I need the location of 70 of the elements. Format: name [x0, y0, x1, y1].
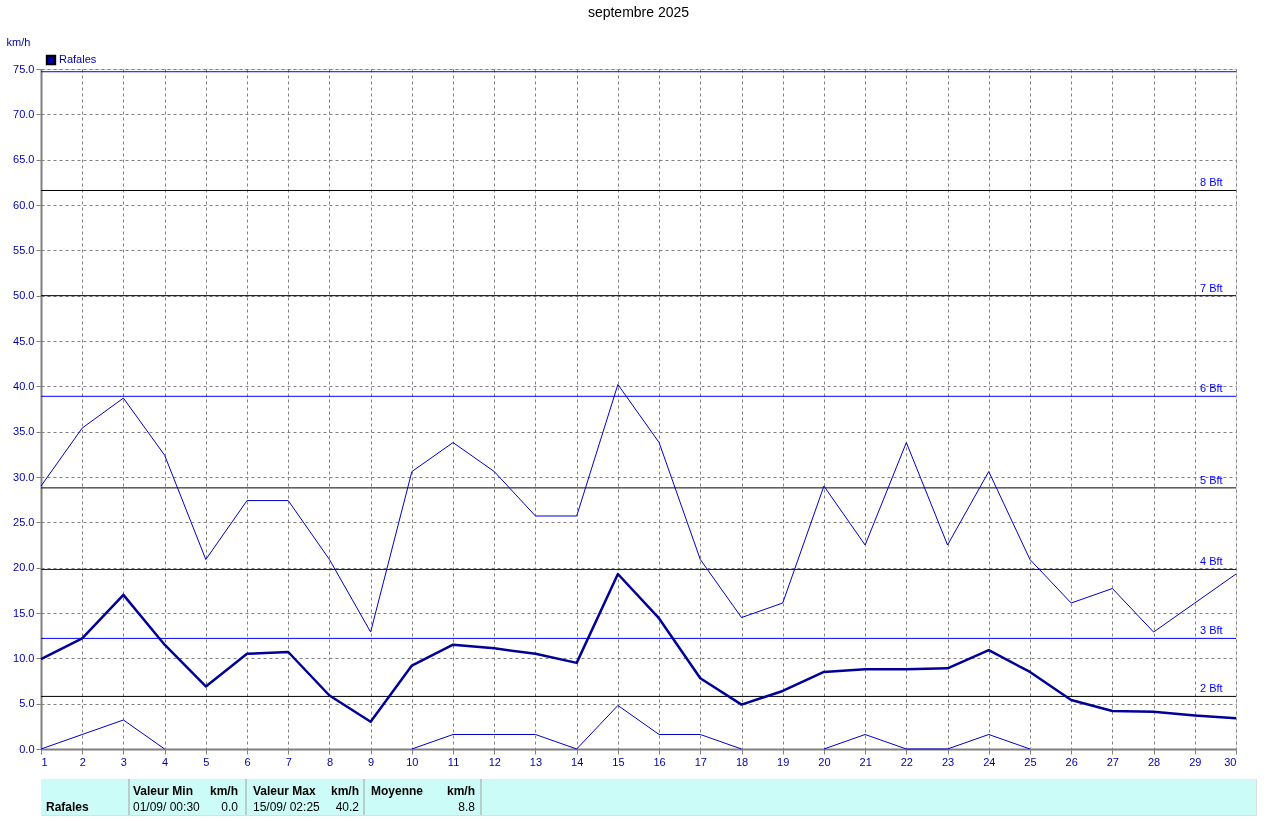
ref-line-label: 6 Bft	[1200, 382, 1223, 395]
y-tick-label: 0.0	[19, 742, 35, 755]
y-tick-label: 60.0	[13, 198, 35, 211]
ref-line-label: 7 Bft	[1200, 281, 1223, 294]
x-tick-label: 24	[983, 755, 996, 768]
y-tick-label: 25.0	[13, 515, 35, 528]
x-tick-label: 21	[859, 755, 872, 768]
y-tick-label: 10.0	[13, 651, 35, 664]
text: km/h	[446, 784, 475, 798]
ref-line-label: 3 Bft	[1200, 624, 1223, 637]
y-tick-label: 50.0	[13, 289, 35, 302]
text: 0.0	[221, 800, 239, 814]
y-tick-label: 65.0	[13, 153, 35, 166]
x-tick-label: 18	[735, 755, 749, 768]
text: km/h	[209, 784, 238, 798]
line-series	[40, 384, 1237, 633]
x-tick-label: 9	[368, 755, 375, 768]
x-tick-label: 26	[1065, 755, 1078, 768]
line-series	[39, 572, 1238, 724]
y-tick-label: 5.0	[19, 697, 35, 710]
ref-line-label: 2 Bft	[1200, 682, 1223, 695]
legend-label: Rafales	[59, 53, 97, 65]
x-tick-label: 5	[203, 755, 210, 768]
x-tick-label: 10	[406, 755, 419, 768]
text: Rafales	[46, 800, 90, 814]
x-tick-label: 20	[818, 755, 831, 768]
y-axis-title: km/h	[6, 35, 31, 48]
text: 01/09/ 00:30	[133, 800, 201, 814]
x-tick-label: 30	[1224, 755, 1237, 768]
x-tick-label: 8	[326, 755, 334, 768]
x-tick-label: 28	[1147, 755, 1161, 768]
ref-line-label: 5 Bft	[1200, 473, 1223, 486]
x-tick-label: 16	[653, 755, 666, 768]
x-tick-label: 2	[79, 755, 86, 768]
x-tick-label: 22	[900, 755, 913, 768]
x-tick-label: 4	[162, 755, 169, 768]
x-tick-label: 7	[285, 755, 292, 768]
y-tick-label: 40.0	[13, 379, 35, 392]
x-tick-label: 29	[1189, 755, 1202, 768]
x-tick-label: 12	[488, 755, 501, 768]
ref-line-label: 8 Bft	[1200, 176, 1223, 189]
x-tick-label: 27	[1106, 755, 1119, 768]
y-tick-label: 70.0	[13, 107, 35, 120]
x-tick-label: 1	[41, 755, 48, 768]
text: 40.2	[335, 800, 360, 814]
x-tick-label: 15	[612, 755, 625, 768]
x-tick-label: 19	[777, 755, 790, 768]
text: 15/09/ 02:25	[253, 800, 321, 814]
x-tick-label: 23	[941, 755, 955, 768]
text: Valeur Min	[133, 784, 194, 798]
text: Moyenne	[371, 784, 424, 798]
y-tick-label: 30.0	[13, 470, 35, 483]
y-tick-label: 75.0	[13, 62, 35, 75]
x-tick-label: 17	[694, 755, 707, 768]
y-tick-label: 35.0	[13, 425, 35, 438]
x-tick-label: 25	[1024, 755, 1037, 768]
y-tick-label: 15.0	[13, 606, 35, 619]
y-tick-label: 20.0	[13, 561, 35, 574]
x-tick-label: 6	[244, 755, 251, 768]
y-tick-label: 55.0	[13, 243, 35, 256]
text: 8.8	[458, 800, 476, 814]
y-tick-label: 45.0	[13, 334, 35, 347]
x-tick-label: 14	[571, 755, 584, 768]
text: Valeur Max	[253, 784, 317, 798]
x-tick-label: 3	[120, 755, 127, 768]
ref-line-label: 4 Bft	[1200, 555, 1223, 568]
x-tick-label: 11	[447, 755, 460, 768]
chart-title: septembre 2025	[587, 4, 690, 20]
x-tick-label: 13	[529, 755, 543, 768]
text: km/h	[330, 784, 359, 798]
